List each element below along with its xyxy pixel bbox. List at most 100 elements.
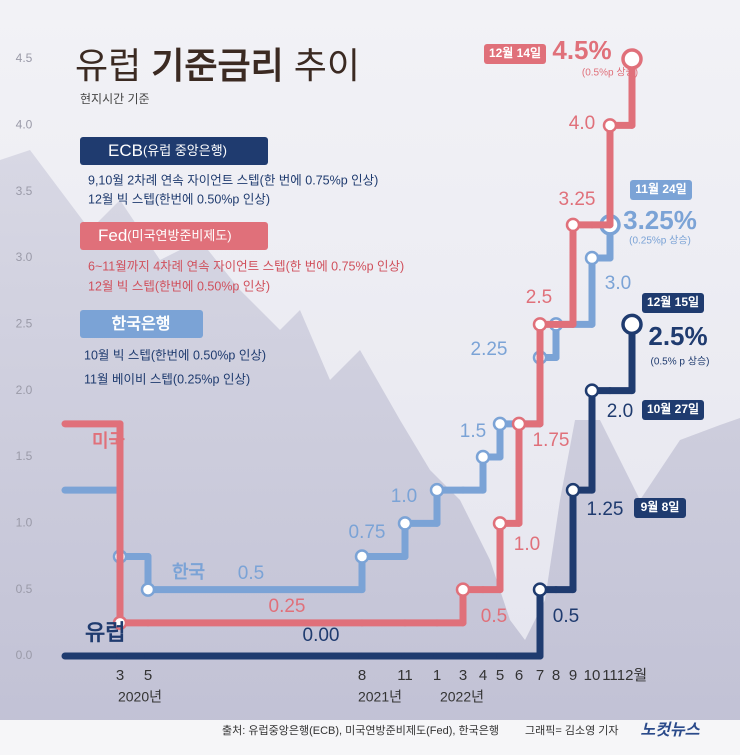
y-tick-label: 4.5 (16, 51, 33, 65)
point (397, 516, 413, 531)
value-label: 0.5 (553, 606, 579, 627)
date-label: 12월 14일 (489, 45, 541, 60)
date-label: 10월 27일 (647, 401, 699, 416)
x-tick-label: 11 (397, 667, 413, 684)
point (492, 416, 508, 432)
point (455, 582, 471, 597)
point (621, 313, 643, 336)
x-tick-label: 7 (536, 667, 544, 684)
value-label: 0.00 (303, 625, 340, 646)
value-label: 3.25 (559, 189, 596, 210)
x-tick-label: 12월 (617, 667, 648, 684)
point (429, 482, 445, 498)
value-label: 0.75 (349, 522, 386, 543)
title-part: 추이 (294, 45, 360, 86)
value-label: 2.5% (648, 321, 707, 351)
series-name: 유럽 (85, 620, 125, 645)
date-badge (484, 44, 546, 64)
box-line: 10월 빅 스텝(한번에 0.50%p 인상) (84, 348, 266, 362)
date-label: 11월 24일 (635, 181, 686, 196)
x-tick-label: 9 (569, 667, 577, 684)
y-tick-label: 0.5 (16, 582, 33, 596)
point (492, 516, 508, 531)
box-paren: (유럽 중앙은행) (143, 143, 227, 158)
y-tick-label: 1.5 (16, 449, 33, 463)
point (621, 48, 643, 70)
y-tick-label: 4.0 (16, 118, 33, 132)
subtitle: 현지시간 기준 (80, 92, 150, 106)
date-badge (634, 498, 686, 518)
box-header (80, 310, 203, 338)
year-label: 2022년 (440, 689, 484, 705)
box-name: 한국은행 (112, 314, 171, 333)
x-tick-label: 10 (584, 667, 601, 684)
box-header (80, 222, 268, 250)
y-tick-label: 2.0 (16, 383, 33, 397)
footer-band (0, 720, 740, 755)
y-tick-label: 1.0 (16, 516, 33, 530)
title-part: 기준금리 (151, 45, 283, 86)
value-label: 2.0 (607, 401, 633, 422)
x-tick-label: 1 (433, 667, 441, 684)
value-label: 4.5% (552, 35, 611, 65)
change-note: (0.5% p 상승) (651, 356, 710, 368)
box-line: 12월 빅 스텝(한번에 0.50%p 인상) (88, 279, 270, 293)
point (602, 118, 618, 133)
value-label: 1.0 (514, 534, 540, 555)
change-note: (0.5%p 상승) (582, 67, 638, 79)
box-line: 11월 베이비 스텝(0.25%p 인상) (84, 372, 250, 386)
box-title: Fed(미국연방준비제도) (98, 226, 232, 245)
x-tick-label: 3 (116, 667, 124, 684)
logo: 노컷뉴스 (641, 721, 701, 739)
source: 출처: 유럽중앙은행(ECB), 미국연방준비제도(Fed), 한국은행 (222, 723, 499, 737)
title-part: 유럽 (75, 45, 141, 86)
value-label: 3.25% (623, 205, 697, 235)
y-tick-label: 3.5 (16, 184, 33, 198)
value-label: 4.0 (569, 113, 595, 134)
date-badge (642, 293, 704, 313)
value-label: 1.75 (533, 430, 570, 451)
x-tick-label: 3 (459, 667, 467, 684)
x-tick-label: 6 (515, 667, 523, 684)
box-name: Fed (98, 226, 127, 245)
value-label: 0.5 (481, 606, 507, 627)
series-name: 미국 (92, 431, 125, 451)
point (511, 416, 527, 432)
box-line: 6~11월까지 4차례 연속 자이언트 스텝(한 번에 0.75%p 인상) (88, 259, 404, 273)
box-title: ECB(유럽 중앙은행) (108, 141, 227, 160)
x-tick-label: 4 (479, 667, 487, 684)
value-label: 0.25 (269, 596, 306, 617)
point (532, 317, 548, 332)
x-tick-label: 5 (144, 667, 152, 684)
value-label: 2.5 (526, 287, 552, 308)
point (584, 250, 600, 266)
x-tick-label: 11 (602, 667, 618, 684)
point (112, 615, 128, 631)
box-name: ECB (108, 141, 143, 160)
value-label: 1.0 (391, 486, 417, 507)
x-tick-label: 8 (358, 667, 366, 684)
box-line: 9,10월 2차례 연속 자이언트 스텝(한 번에 0.75%p 인상) (88, 173, 378, 187)
date-label: 9월 8일 (641, 499, 680, 514)
series-name: 한국 (172, 562, 205, 582)
value-label: 1.25 (587, 499, 624, 520)
point (475, 449, 491, 465)
point (584, 383, 600, 398)
date-label: 12월 15일 (647, 294, 699, 309)
y-tick-label: 3.0 (16, 250, 33, 264)
box-line: 12월 빅 스텝(한번에 0.50%p 인상) (88, 192, 270, 206)
value-label: 2.25 (471, 339, 508, 360)
point (140, 582, 156, 597)
point (532, 582, 548, 597)
value-label: 0.5 (238, 563, 264, 584)
box-header (80, 137, 268, 165)
change-note: (0.25%p 상승) (629, 235, 691, 247)
x-tick-label: 8 (552, 667, 560, 684)
year-label: 2020년 (118, 689, 162, 705)
title: 유럽 기준금리 추이 (75, 45, 360, 86)
value-label: 1.5 (460, 421, 486, 442)
point (565, 482, 581, 498)
box-paren: (미국연방준비제도) (127, 228, 231, 243)
point (565, 217, 581, 233)
background-silhouette (0, 150, 740, 720)
